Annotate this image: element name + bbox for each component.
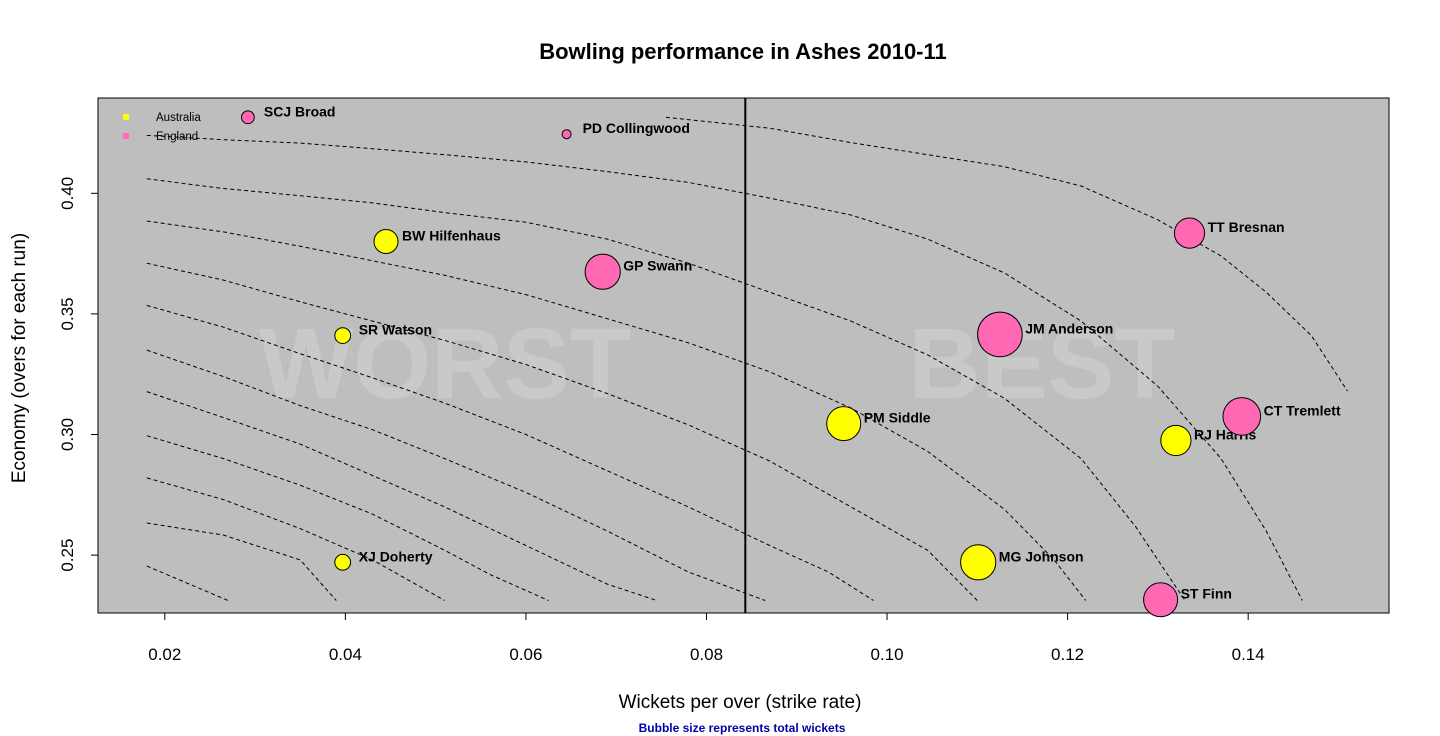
contour-line xyxy=(146,178,1186,601)
bubble-ct-tremlett xyxy=(1222,397,1262,436)
bubble-st-finn xyxy=(1143,582,1179,618)
contour-line xyxy=(146,522,337,601)
contour-line xyxy=(146,477,445,601)
watermark-worst: WORST xyxy=(259,308,631,420)
contour-line xyxy=(146,262,978,601)
y-axis: 0.25 0.30 0.35 0.40 xyxy=(58,177,98,572)
legend: Australia England xyxy=(123,112,201,143)
bubble-label: TT Bresnan xyxy=(1208,219,1285,235)
x-tick-label: 0.14 xyxy=(1232,645,1265,664)
chart-title: Bowling performance in Ashes 2010-11 xyxy=(539,39,947,64)
bubble-tt-bresnan xyxy=(1173,217,1206,249)
legend-swatch xyxy=(123,133,129,139)
plot-area xyxy=(97,97,1390,614)
contour-line xyxy=(146,220,1087,601)
contour-line xyxy=(146,435,549,601)
bubble-xj-doherty xyxy=(334,553,352,571)
contour-lines xyxy=(146,116,1348,601)
bubbles: BW Hilfenhaus SR Watson XJ Doherty PM Siddl… xyxy=(241,103,1341,618)
bubble-label: MG Johnson xyxy=(999,548,1084,564)
bubble-label: PM Siddle xyxy=(864,410,931,426)
bubble-label: ST Finn xyxy=(1181,586,1232,602)
y-tick-label: 0.25 xyxy=(58,539,77,572)
y-tick-label: 0.30 xyxy=(58,418,77,451)
legend-swatch xyxy=(123,114,129,120)
legend-label: England xyxy=(156,131,198,143)
bubble-jm-anderson xyxy=(977,311,1023,358)
contour-line xyxy=(146,391,657,601)
y-axis-label: Economy (overs for each run) xyxy=(9,233,30,483)
x-tick-label: 0.04 xyxy=(329,645,362,664)
bubble-bw-hilfenhaus xyxy=(373,229,399,254)
x-axis: 0.02 0.04 0.06 0.08 0.10 0.12 0.14 xyxy=(148,613,1265,664)
bubble-label: SCJ Broad xyxy=(264,103,336,119)
bubble-scj-broad xyxy=(241,110,255,125)
contour-line xyxy=(146,304,874,601)
contour-line xyxy=(665,116,1348,392)
contour-line xyxy=(146,349,766,601)
legend-label: Australia xyxy=(156,112,201,124)
bubble-mg-johnson xyxy=(960,544,997,581)
bubble-label: GP Swann xyxy=(623,258,692,274)
bubble-label: JM Anderson xyxy=(1025,320,1113,336)
x-tick-label: 0.12 xyxy=(1051,645,1084,664)
bubble-label: SR Watson xyxy=(359,322,432,338)
bubble-size-caption: Bubble size represents total wickets xyxy=(639,721,846,735)
bubble-label: BW Hilfenhaus xyxy=(402,228,501,244)
bubble-label: PD Collingwood xyxy=(583,120,690,136)
bubble-pd-collingwood xyxy=(561,129,572,140)
bubble-label: CT Tremlett xyxy=(1264,402,1341,418)
contour-line xyxy=(146,134,1303,601)
y-tick-label: 0.40 xyxy=(58,177,77,210)
x-tick-label: 0.08 xyxy=(690,645,723,664)
bubble-gp-swann xyxy=(584,253,621,290)
x-axis-label: Wickets per over (strike rate) xyxy=(619,692,862,713)
bubble-label: XJ Doherty xyxy=(359,548,433,564)
y-tick-label: 0.35 xyxy=(58,297,77,330)
bubble-pm-siddle xyxy=(826,406,862,442)
contour-line xyxy=(146,565,229,601)
x-tick-label: 0.10 xyxy=(870,645,903,664)
bubble-rj-harris xyxy=(1160,424,1192,457)
x-tick-label: 0.02 xyxy=(148,645,181,664)
bubble-sr-watson xyxy=(334,327,352,345)
x-tick-label: 0.06 xyxy=(509,645,542,664)
